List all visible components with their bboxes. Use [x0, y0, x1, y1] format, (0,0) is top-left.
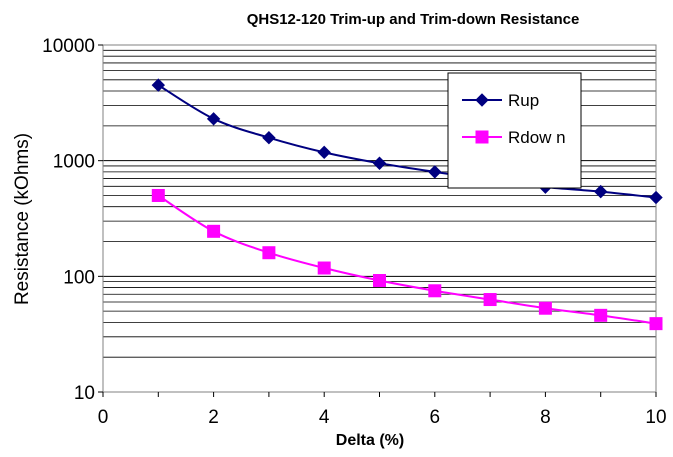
legend-label: Rdow n [508, 128, 566, 147]
series-line [157, 194, 657, 325]
data-point [206, 112, 221, 126]
data-point [317, 261, 331, 275]
data-point [372, 156, 387, 170]
y-tick-label: 100 [63, 267, 95, 288]
y-tick-label: 1000 [53, 152, 95, 173]
y-tick-label: 10 [74, 383, 95, 404]
data-point [649, 317, 663, 331]
x-tick-label: 6 [430, 407, 441, 428]
data-point [151, 188, 165, 202]
legend-marker [475, 130, 489, 144]
data-point [151, 78, 166, 92]
x-tick-label: 2 [208, 407, 219, 428]
data-point [317, 145, 331, 160]
data-point [373, 274, 386, 288]
x-tick-label: 0 [98, 407, 109, 428]
data-point [593, 184, 608, 199]
series-layer [151, 78, 663, 331]
chart-title: QHS12-120 Trim-up and Trim-down Resistan… [247, 11, 580, 28]
y-axis-label: Resistance (kOhms) [12, 133, 33, 305]
data-point [594, 308, 608, 322]
x-tick-label: 8 [540, 407, 551, 428]
y-tick-label: 10000 [42, 36, 95, 57]
series-rup [151, 78, 663, 205]
series-rdown [151, 188, 663, 331]
data-point [428, 284, 442, 298]
data-point [262, 246, 276, 260]
data-point [262, 130, 276, 145]
series-line [157, 84, 657, 199]
x-axis-label: Delta (%) [336, 432, 404, 449]
data-point [483, 293, 497, 307]
y-axis: 10 100 1000 10000 [42, 36, 103, 404]
data-point [649, 190, 663, 205]
legend-marker [475, 93, 489, 107]
x-axis: 0 2 4 6 8 10 [98, 392, 667, 428]
data-point [428, 165, 442, 179]
data-point [538, 301, 552, 315]
x-tick-label: 10 [645, 407, 666, 428]
legend: Rup Rdow n [447, 72, 582, 189]
x-tick-label: 4 [319, 407, 330, 428]
legend-box [447, 72, 582, 189]
data-point [207, 224, 221, 238]
legend-label: Rup [508, 91, 539, 110]
